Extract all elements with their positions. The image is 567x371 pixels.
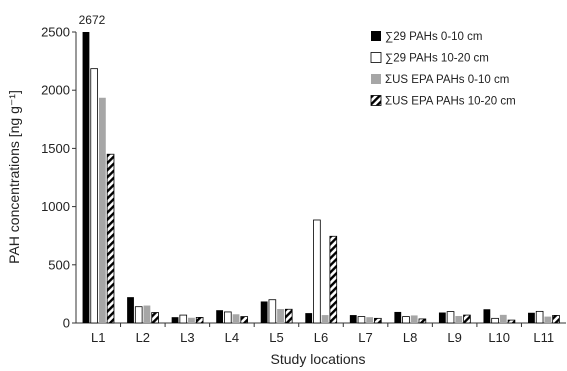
- x-tick-label: L8: [403, 330, 417, 345]
- bar-l3-series-2: [179, 314, 188, 324]
- y-tick-label: 1000: [41, 199, 70, 214]
- bar-l10-series-4: [507, 319, 516, 324]
- plot-area: 2672: [75, 13, 566, 324]
- legend-label: ΣUS EPA PAHs 10-20 cm: [385, 96, 516, 108]
- x-tick-label: L9: [447, 330, 461, 345]
- bar-l10-series-3: [499, 314, 507, 323]
- y-tick-label: 500: [48, 257, 70, 272]
- bar-l4-series-3: [232, 314, 240, 323]
- bar-l4-series-2: [224, 311, 232, 324]
- bar-l5-series-1: [260, 301, 268, 323]
- x-tick-label: L2: [136, 330, 150, 345]
- bar-l7-series-4: [374, 317, 382, 324]
- bar-l2-series-1: [127, 297, 134, 323]
- x-tick-label: L7: [358, 330, 372, 345]
- y-axis-ticks: 0 500 1000 1500 2000 2500: [41, 25, 76, 331]
- bar-l5-series-4: [284, 308, 293, 324]
- legend-swatch: [370, 52, 382, 63]
- bar-l10-series-1: [483, 309, 491, 323]
- bar-l7-series-1: [349, 315, 357, 323]
- bar-value-annotation: 2672: [79, 13, 106, 27]
- bar-l5-series-3: [277, 309, 284, 323]
- bar-l8-series-3: [410, 315, 418, 323]
- x-tick-label: L1: [91, 330, 105, 345]
- bar-l3-series-3: [188, 317, 195, 323]
- bar-l11-series-2: [535, 310, 544, 324]
- legend-swatch: [371, 31, 381, 41]
- bar-l6-series-2: [313, 219, 321, 324]
- y-tick-label: 2500: [41, 25, 70, 40]
- y-tick-label: 2000: [41, 83, 70, 98]
- x-tick-label: L4: [225, 330, 239, 345]
- x-tick-label: L6: [314, 330, 328, 345]
- bar-l1-series-2: [90, 68, 98, 324]
- bar-l7-series-2: [357, 316, 366, 324]
- bar-l1-series-4: [106, 153, 115, 324]
- x-tick-label: L10: [488, 330, 510, 345]
- bar-l2-series-2: [134, 306, 143, 324]
- bar-l11-series-3: [544, 316, 552, 323]
- legend-swatch: [370, 95, 382, 106]
- bar-l8-series-1: [394, 311, 402, 323]
- y-tick-label: 1500: [41, 141, 70, 156]
- y-axis-title: PAH concentrations [ng g⁻¹]: [6, 90, 22, 264]
- y-tick-label: 0: [63, 316, 70, 331]
- bar-l1-series-3: [98, 97, 106, 324]
- legend-label: ∑29 PAHs 10-20 cm: [385, 53, 489, 65]
- bar-l1-series-1: [82, 32, 90, 323]
- bar-l6-series-3: [321, 315, 329, 323]
- bar-l3-series-1: [171, 317, 179, 323]
- bar-l2-series-4: [151, 312, 159, 324]
- bar-l4-series-4: [240, 316, 249, 324]
- bar-l6-series-1: [305, 313, 313, 323]
- legend-label: ∑29 PAHs 0-10 cm: [385, 31, 482, 43]
- bar-l7-series-3: [366, 317, 374, 323]
- bar-l11-series-4: [552, 315, 560, 324]
- bar-l8-series-2: [402, 316, 410, 324]
- x-axis-title: Study locations: [271, 351, 366, 367]
- bar-l3-series-4: [195, 317, 204, 324]
- bar-l2-series-3: [143, 305, 151, 323]
- x-tick-label: L5: [269, 330, 283, 345]
- legend: ∑29 PAHs 0-10 cm ∑29 PAHs 10-20 cm ΣUS EPA…: [370, 31, 516, 108]
- bar-l9-series-4: [463, 314, 471, 324]
- bar-l9-series-3: [455, 316, 463, 323]
- bar-l9-series-1: [438, 312, 446, 323]
- bar-l6-series-4: [329, 235, 338, 324]
- bar-l8-series-4: [418, 318, 427, 324]
- legend-swatch: [371, 74, 381, 84]
- x-tick-label: L11: [533, 330, 554, 345]
- x-tick-label: L3: [180, 330, 194, 345]
- bar-l11-series-1: [528, 312, 535, 323]
- bar-l5-series-2: [268, 299, 277, 324]
- legend-label: ΣUS EPA PAHs 0-10 cm: [385, 74, 509, 86]
- x-axis-ticks: L1 L2 L3 L4 L5 L6 L7 L8 L9 L10 L11: [91, 323, 554, 345]
- bar-l10-series-2: [491, 317, 499, 324]
- bar-l9-series-2: [446, 311, 455, 324]
- bar-l4-series-1: [216, 310, 224, 323]
